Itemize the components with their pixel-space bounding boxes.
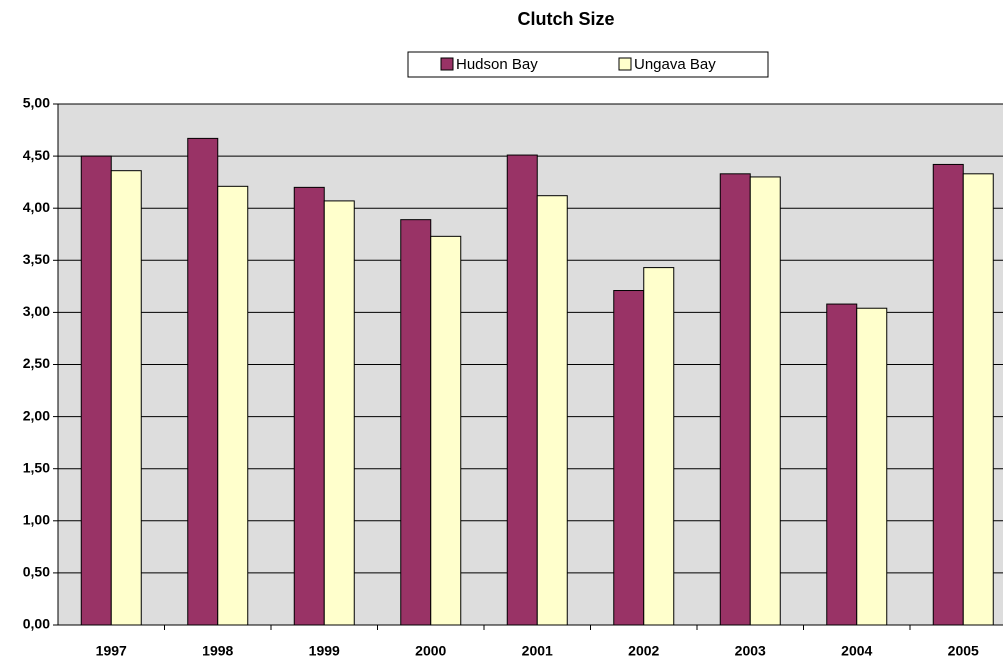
bar: [400, 219, 432, 626]
y-tick-label: 2,00: [23, 407, 50, 423]
bar: [962, 173, 994, 626]
chart-title: Clutch Size: [517, 9, 614, 29]
x-tick-label: 1997: [96, 643, 127, 659]
legend-label: Ungava Bay: [634, 56, 716, 73]
bar: [719, 173, 751, 626]
y-tick-label: 2,50: [23, 355, 50, 371]
bar: [187, 137, 219, 626]
bar: [430, 235, 462, 626]
bar: [293, 186, 325, 626]
y-tick-label: 5,00: [23, 95, 50, 111]
x-tick-label: 2000: [415, 643, 446, 659]
x-tick-label: 2004: [841, 643, 872, 659]
bar: [110, 170, 142, 626]
x-tick-label: 2003: [735, 643, 766, 659]
bar: [932, 163, 964, 626]
bar: [217, 185, 249, 626]
legend-swatch: [440, 57, 454, 71]
x-tick-label: 2005: [948, 643, 979, 659]
legend-label: Hudson Bay: [456, 56, 538, 73]
bar: [749, 176, 781, 626]
y-tick-label: 0,50: [23, 564, 50, 580]
y-tick-label: 3,50: [23, 251, 50, 267]
y-tick-label: 3,00: [23, 303, 50, 319]
bar: [536, 195, 568, 626]
y-tick-label: 1,00: [23, 512, 50, 528]
y-tick-label: 4,00: [23, 199, 50, 215]
bar: [856, 307, 888, 626]
y-tick-label: 4,50: [23, 147, 50, 163]
x-tick-label: 2001: [522, 643, 553, 659]
legend-box: [407, 51, 769, 78]
x-tick-label: 1999: [309, 643, 340, 659]
x-tick-label: 2002: [628, 643, 659, 659]
bar: [506, 154, 538, 626]
x-tick-label: 1998: [202, 643, 233, 659]
y-tick-label: 0,00: [23, 616, 50, 632]
y-tick-label: 1,50: [23, 459, 50, 475]
bar: [323, 200, 355, 626]
bar: [613, 290, 645, 626]
bar: [80, 155, 112, 626]
bar: [643, 267, 675, 626]
legend-swatch: [618, 57, 632, 71]
bar: [826, 303, 858, 626]
